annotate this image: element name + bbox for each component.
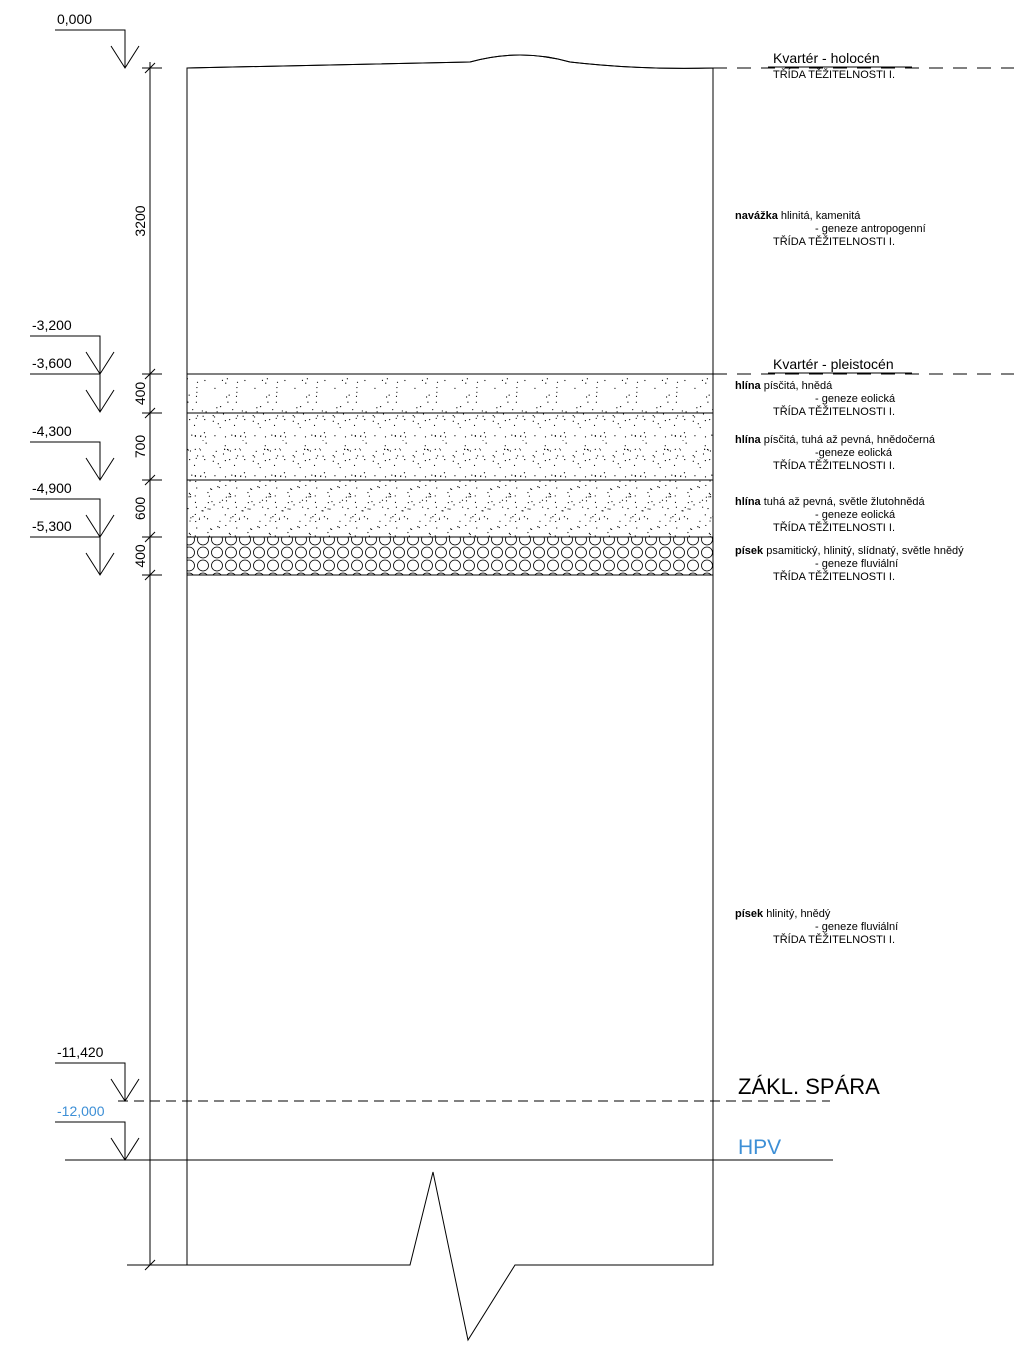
level-arrow [55, 1121, 126, 1160]
level-arrow [30, 441, 101, 480]
level-label: -12,000 [57, 1103, 105, 1119]
level-label: -4,900 [32, 480, 72, 496]
layer-class: TŘÍDA TĚŽITELNOSTI I. [773, 933, 895, 946]
layer-class: TŘÍDA TĚŽITELNOSTI I. [773, 235, 895, 248]
level-arrow [30, 373, 101, 412]
layer-name: písek [735, 545, 764, 557]
foundation-label: ZÁKL. SPÁRA [738, 1074, 880, 1099]
level-label: 0,000 [57, 11, 92, 27]
layer-fill [186, 574, 714, 1342]
layer-class: TŘÍDA TĚŽITELNOSTI I. [773, 459, 895, 472]
level-arrow [30, 335, 101, 374]
layer-class: TŘÍDA TĚŽITELNOSTI I. [773, 570, 895, 583]
layer-description: hlína písčitá, tuhá až pevná, hnědočerná [735, 434, 936, 446]
layer-fill [187, 374, 713, 413]
strat-label: Kvartér - holocén [773, 50, 880, 66]
layer-fill [186, 54, 714, 375]
groundwater-label: HPV [738, 1136, 781, 1159]
level-arrow [110, 45, 140, 69]
layer-desc: písčitá, hnědá [764, 380, 833, 392]
layer-name: hlína [735, 434, 762, 446]
layer-name: písek [735, 908, 764, 920]
dimension-label: 700 [132, 435, 148, 459]
layer-fill [187, 480, 713, 537]
dimension-label: 400 [132, 544, 148, 568]
layer-description: navážka hlinitá, kamenitá [735, 210, 861, 222]
layer-genesis: - geneze eolická [815, 393, 896, 405]
level-arrow [85, 389, 115, 413]
layer-desc: písčitá, tuhá až pevná, hnědočerná [764, 434, 936, 446]
layer-name: navážka [735, 210, 779, 222]
layer-class: TŘÍDA TĚŽITELNOSTI I. [773, 405, 895, 418]
level-label: -3,200 [32, 317, 72, 333]
layer-desc: hlinitý, hnědý [766, 908, 831, 920]
layer-description: písek psamitický, hlinitý, slídnatý, svě… [735, 545, 964, 557]
level-arrow [85, 457, 115, 481]
layer-description: hlína písčitá, hnědá [735, 380, 833, 392]
layer-class: TŘÍDA TĚŽITELNOSTI I. [773, 521, 895, 534]
level-label: -11,420 [57, 1044, 104, 1060]
layer-desc: psamitický, hlinitý, slídnatý, světle hn… [766, 545, 964, 557]
layer-desc: tuhá až pevná, světle žlutohnědá [764, 496, 926, 508]
layer-genesis: -geneze eolická [815, 447, 893, 459]
dimension-label: 600 [132, 497, 148, 521]
level-arrow [55, 1062, 126, 1101]
layer-genesis: - geneze fluviální [815, 558, 898, 570]
level-arrow [30, 536, 101, 575]
layer-name: hlína [735, 496, 762, 508]
level-arrow [55, 29, 126, 68]
layer-genesis: - geneze fluviální [815, 921, 898, 933]
layer-genesis: - geneze antropogenní [815, 223, 926, 235]
level-arrow [30, 498, 101, 537]
layer-fill [187, 537, 713, 575]
layer-fill [187, 413, 713, 480]
level-label: -3,600 [32, 355, 72, 371]
level-arrow [85, 552, 115, 576]
layer-name: hlína [735, 380, 762, 392]
layer-description: hlína tuhá až pevná, světle žlutohnědá [735, 496, 925, 508]
column-top [186, 54, 714, 69]
dimension-label: 3200 [132, 205, 148, 236]
dimension-label: 400 [132, 382, 148, 406]
level-label: -4,300 [32, 423, 72, 439]
class-label: TŘÍDA TĚŽITELNOSTI I. [773, 68, 895, 81]
layer-description: písek hlinitý, hnědý [735, 908, 831, 920]
layer-genesis: - geneze eolická [815, 509, 896, 521]
layer-desc: hlinitá, kamenitá [781, 210, 861, 222]
level-label: -5,300 [32, 518, 72, 534]
strat-label: Kvartér - pleistocén [773, 356, 894, 372]
